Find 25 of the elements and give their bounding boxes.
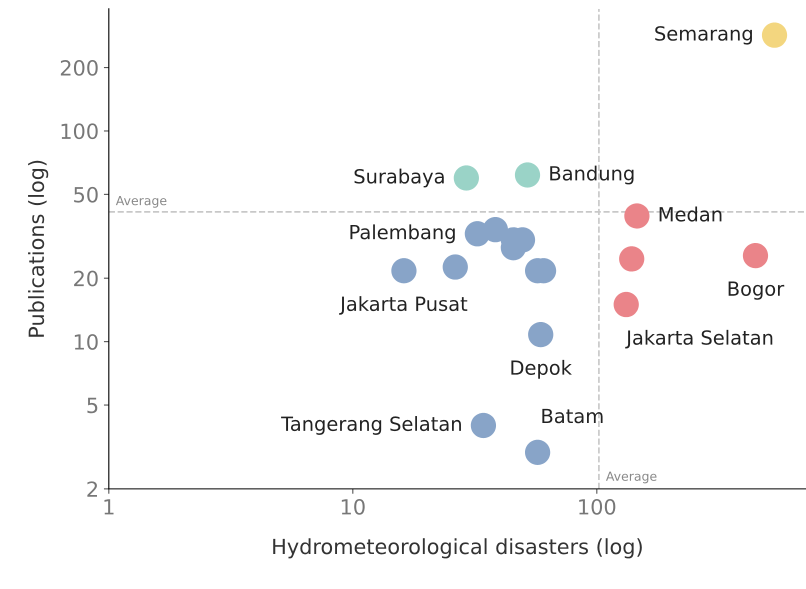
y-tick-label: 100 (62, 123, 98, 140)
ref-line-label: Average (116, 196, 166, 208)
annotation: Tangerang Selatan (281, 416, 461, 435)
annotation: Batam (542, 408, 603, 424)
y-tick-label: 20 (74, 270, 98, 286)
annotation: Medan (660, 206, 722, 222)
annotation: Bogor (728, 282, 784, 300)
annotation: Palembang (350, 224, 455, 244)
annotation: Jakarta Pusat (339, 296, 468, 315)
annotation: Jakarta Selatan (625, 330, 772, 349)
ref-line-label: Average (606, 472, 657, 484)
x-axis-title: Hydrometeorological disasters (log) (273, 538, 642, 558)
x-tick-label: 1 (104, 499, 114, 514)
y-tick-label: 50 (74, 186, 98, 203)
y-tick-label: 10 (74, 334, 98, 350)
y-tick-label: 200 (60, 60, 98, 76)
y-tick-label: 5 (87, 398, 98, 414)
x-tick-label: 10 (342, 498, 365, 515)
annotation: Depok (511, 360, 572, 379)
y-tick-label: 2 (87, 481, 97, 497)
annotation: Semarang (655, 26, 752, 45)
annotation: Surabaya (354, 168, 444, 188)
annotation: Bandung (550, 166, 634, 184)
x-tick-label: 100 (579, 498, 616, 515)
y-axis-title: Publications (log) (28, 160, 48, 337)
